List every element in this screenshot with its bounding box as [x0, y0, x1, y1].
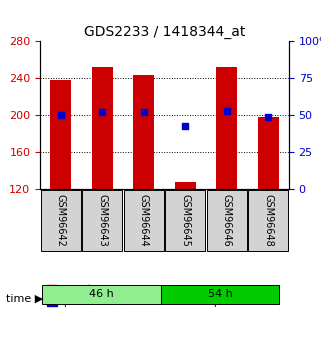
Title: GDS2233 / 1418344_at: GDS2233 / 1418344_at: [84, 25, 245, 39]
FancyBboxPatch shape: [124, 190, 164, 251]
FancyBboxPatch shape: [207, 190, 247, 251]
Text: GSM96643: GSM96643: [97, 194, 107, 247]
Bar: [175, 181, 195, 189]
Bar: [216, 67, 237, 189]
Point: [141, 109, 146, 115]
Text: time ▶: time ▶: [6, 294, 44, 303]
Point: [58, 112, 64, 118]
Point: [100, 109, 105, 115]
FancyBboxPatch shape: [82, 190, 122, 251]
Legend: count, percentile rank within the sample: count, percentile rank within the sample: [45, 283, 231, 309]
Text: 54 h: 54 h: [207, 289, 232, 299]
Bar: [92, 67, 113, 189]
Point: [183, 123, 188, 128]
Text: 46 h: 46 h: [89, 289, 114, 299]
Bar: [258, 117, 279, 189]
FancyBboxPatch shape: [248, 190, 288, 251]
Point: [265, 114, 271, 119]
Point: [224, 108, 229, 114]
Text: GSM96642: GSM96642: [56, 194, 66, 247]
FancyBboxPatch shape: [41, 190, 81, 251]
Text: GSM96646: GSM96646: [222, 194, 232, 247]
FancyBboxPatch shape: [165, 190, 205, 251]
Bar: [50, 80, 71, 189]
Bar: [134, 75, 154, 189]
Text: GSM96648: GSM96648: [263, 194, 273, 247]
Text: GSM96645: GSM96645: [180, 194, 190, 247]
Text: GSM96644: GSM96644: [139, 194, 149, 247]
